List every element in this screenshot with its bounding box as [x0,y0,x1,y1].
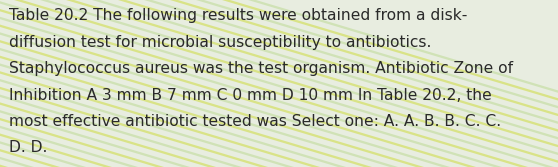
Polygon shape [0,0,528,167]
Polygon shape [0,0,112,167]
Polygon shape [144,0,558,167]
Polygon shape [0,0,216,167]
Polygon shape [0,0,398,167]
Polygon shape [0,0,424,167]
Polygon shape [170,0,558,167]
Polygon shape [0,0,320,167]
Text: Inhibition A 3 mm B 7 mm C 0 mm D 10 mm In Table 20.2, the: Inhibition A 3 mm B 7 mm C 0 mm D 10 mm … [9,88,492,103]
Polygon shape [0,0,502,167]
Polygon shape [0,0,164,167]
Polygon shape [0,0,346,167]
Polygon shape [0,0,138,167]
Polygon shape [0,0,242,167]
Text: Staphylococcus aureus was the test organism. Antibiotic Zone of: Staphylococcus aureus was the test organ… [9,61,513,76]
Polygon shape [14,0,558,167]
Polygon shape [248,0,558,167]
Polygon shape [0,0,190,167]
Polygon shape [0,0,476,167]
Text: diffusion test for microbial susceptibility to antibiotics.: diffusion test for microbial susceptibil… [9,35,431,50]
Polygon shape [0,0,450,167]
Polygon shape [0,0,8,167]
Polygon shape [118,0,558,167]
Polygon shape [0,0,294,167]
Polygon shape [0,0,34,167]
Text: Table 20.2 The following results were obtained from a disk-: Table 20.2 The following results were ob… [9,8,467,23]
Polygon shape [40,0,558,167]
Polygon shape [222,0,558,167]
Text: D. D.: D. D. [9,140,47,155]
Polygon shape [66,0,558,167]
Polygon shape [196,0,558,167]
Polygon shape [0,0,60,167]
Polygon shape [0,0,86,167]
Text: most effective antibiotic tested was Select one: A. A. B. B. C. C.: most effective antibiotic tested was Sel… [9,114,501,129]
Polygon shape [92,0,558,167]
Polygon shape [0,0,372,167]
Polygon shape [0,0,268,167]
